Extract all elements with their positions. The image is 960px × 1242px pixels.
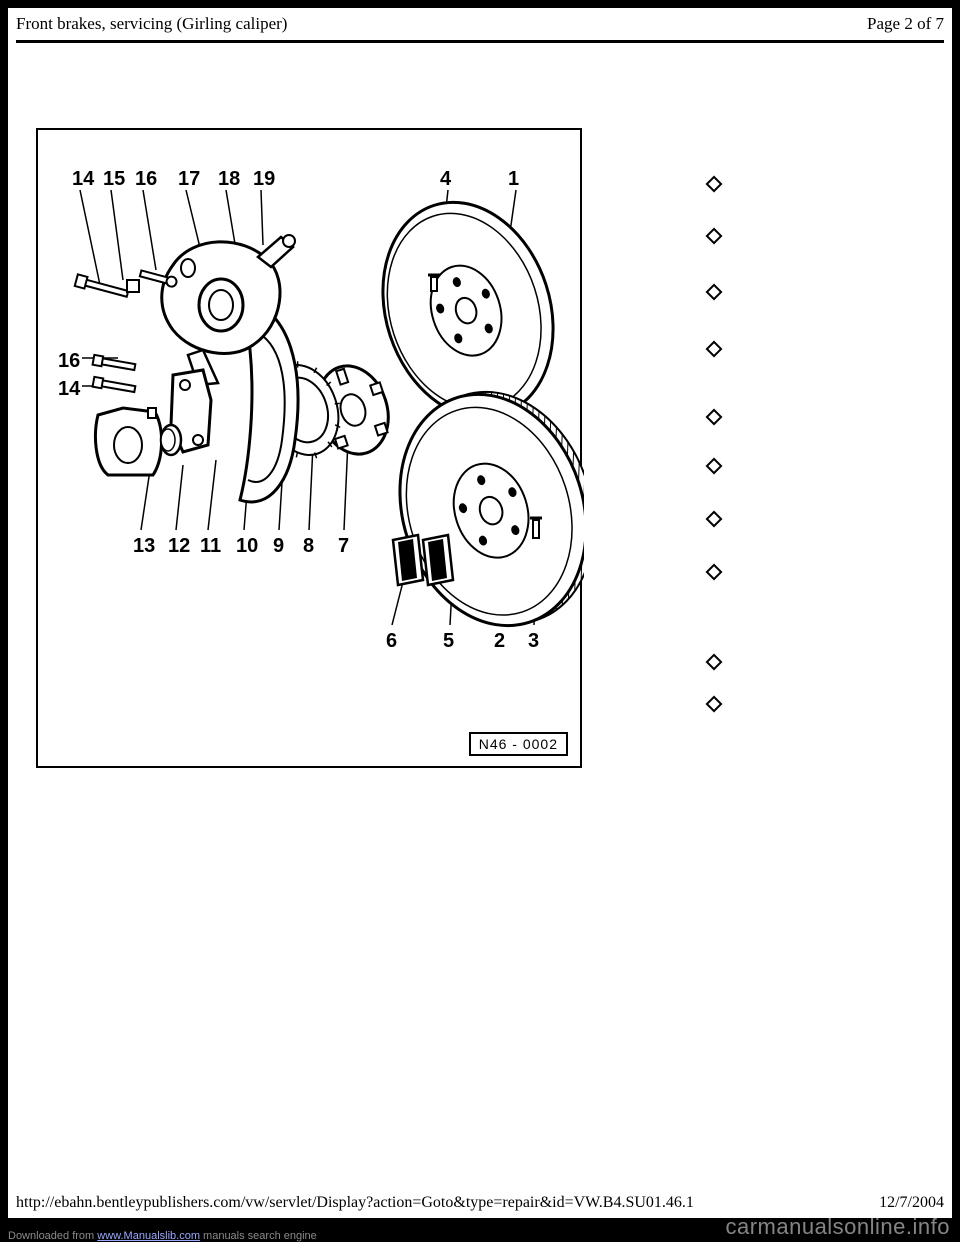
label-15: 15 [103, 168, 125, 191]
label-5: 5 [443, 630, 454, 653]
label-14: 14 [72, 168, 94, 191]
download-suffix: manuals search engine [200, 1230, 317, 1242]
diamond-bullet-icon [706, 409, 723, 426]
label-7: 7 [338, 535, 349, 558]
diamond-bullet-icon [706, 654, 723, 671]
diamond-bullet-icon [706, 228, 723, 245]
diamond-bullet-icon [706, 696, 723, 713]
footer-url: http://ebahn.bentleypublishers.com/vw/se… [16, 1194, 694, 1212]
diamond-bullet-icon [706, 511, 723, 528]
download-source-bar: Downloaded from www.Manualslib.com manua… [8, 1230, 317, 1242]
diamond-bullet-icon [706, 564, 723, 581]
label-13: 13 [133, 535, 155, 558]
exploded-diagram: 14 15 16 17 18 19 4 1 16 14 13 12 11 10 … [36, 128, 582, 768]
header-title: Front brakes, servicing (Girling caliper… [16, 14, 287, 34]
header-rule [16, 40, 944, 43]
diagram-svg [38, 130, 584, 770]
diamond-bullet-icon [706, 458, 723, 475]
label-14-b: 14 [58, 378, 80, 401]
label-16: 16 [135, 168, 157, 191]
diamond-bullet-icon [706, 176, 723, 193]
watermark: carmanualsonline.info [725, 1214, 950, 1240]
page: Front brakes, servicing (Girling caliper… [8, 8, 952, 1218]
label-4: 4 [440, 168, 451, 191]
label-9: 9 [273, 535, 284, 558]
label-12: 12 [168, 535, 190, 558]
label-18: 18 [218, 168, 240, 191]
label-19: 19 [253, 168, 275, 191]
label-8: 8 [303, 535, 314, 558]
download-link[interactable]: www.Manualslib.com [97, 1230, 200, 1242]
label-3: 3 [528, 630, 539, 653]
label-16-b: 16 [58, 350, 80, 373]
download-prefix: Downloaded from [8, 1230, 97, 1242]
label-6: 6 [386, 630, 397, 653]
diamond-bullet-icon [706, 341, 723, 358]
page-footer: http://ebahn.bentleypublishers.com/vw/se… [16, 1194, 944, 1212]
diamond-bullet-icon [706, 284, 723, 301]
label-17: 17 [178, 168, 200, 191]
footer-date: 12/7/2004 [879, 1194, 944, 1212]
label-1: 1 [508, 168, 519, 191]
page-header: Front brakes, servicing (Girling caliper… [16, 14, 944, 34]
figure-reference: N46 - 0002 [469, 732, 568, 756]
label-2: 2 [494, 630, 505, 653]
label-10: 10 [236, 535, 258, 558]
label-11: 11 [200, 535, 221, 558]
header-page-label: Page 2 of 7 [867, 14, 944, 34]
